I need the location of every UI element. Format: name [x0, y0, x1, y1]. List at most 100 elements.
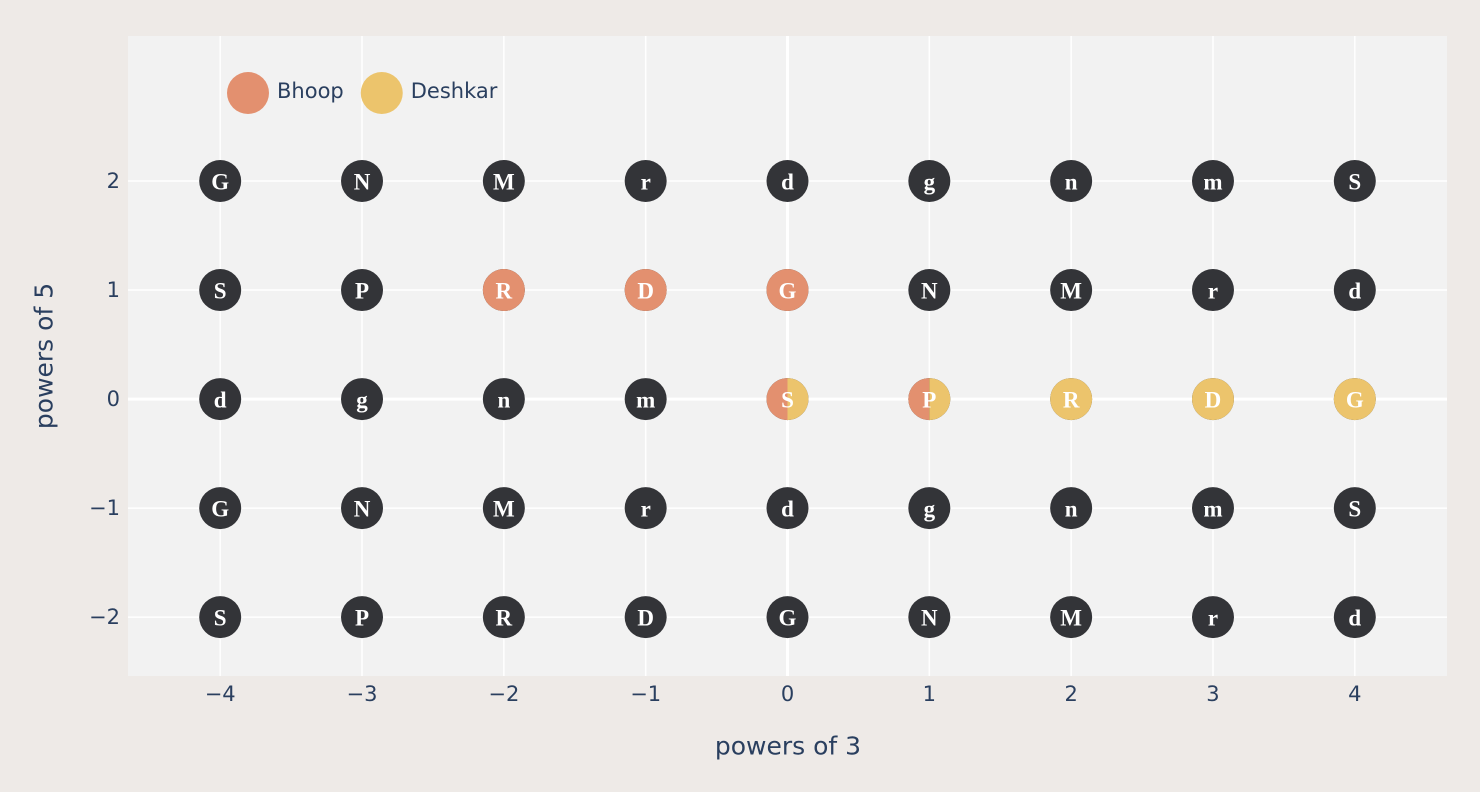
note-label: S: [214, 279, 227, 304]
note-dot: [624, 487, 667, 530]
raga-half-dot: [929, 378, 951, 421]
note-label: n: [1065, 170, 1078, 195]
raga-dot: [766, 269, 809, 312]
note-dot: [341, 596, 384, 639]
note-dot: [1050, 487, 1093, 530]
note-dot: [908, 596, 951, 639]
note-label: M: [493, 170, 515, 195]
note-label: R: [1063, 388, 1080, 413]
y-tick-label: 2: [107, 169, 120, 193]
note-label: R: [496, 279, 513, 304]
note-label: S: [214, 606, 227, 631]
note-dot: [908, 487, 951, 530]
note-dot: [624, 160, 667, 203]
note-dot: [482, 596, 525, 639]
legend-label: Deshkar: [411, 79, 498, 103]
note-dot: [482, 378, 525, 421]
x-axis-title: powers of 3: [715, 732, 861, 761]
note-dot: [199, 378, 242, 421]
note-dot: [199, 160, 242, 203]
note-label: M: [1060, 606, 1082, 631]
note-dot: [199, 596, 242, 639]
note-label: D: [1205, 388, 1222, 413]
x-tick-label: 1: [923, 682, 936, 706]
note-label: m: [1203, 497, 1222, 522]
legend-marker: [360, 72, 403, 114]
note-dot: [341, 160, 384, 203]
note-dot: [199, 269, 242, 312]
note-dot: [1333, 596, 1376, 639]
note-label: G: [1346, 388, 1364, 413]
y-tick-label: −1: [89, 496, 120, 520]
note-label: g: [924, 170, 936, 195]
note-dot: [908, 269, 951, 312]
x-tick-label: 2: [1064, 682, 1077, 706]
x-tick-label: 0: [781, 682, 794, 706]
note-dot: [1191, 596, 1234, 639]
note-label: r: [1208, 279, 1218, 304]
note-label: g: [356, 388, 368, 413]
note-dot: [1050, 596, 1093, 639]
note-dot: [766, 596, 809, 639]
note-dot: [1333, 160, 1376, 203]
note-label: D: [637, 279, 654, 304]
note-label: G: [211, 497, 229, 522]
note-label: G: [779, 279, 797, 304]
x-tick-label: −2: [488, 682, 519, 706]
note-dot: [624, 596, 667, 639]
raga-dot: [1191, 378, 1234, 421]
note-label: n: [497, 388, 510, 413]
note-dot: [1333, 269, 1376, 312]
y-tick-label: 0: [107, 387, 120, 411]
x-tick-label: 3: [1206, 682, 1219, 706]
note-dot: [1191, 269, 1234, 312]
note-dot: [766, 487, 809, 530]
note-label: m: [636, 388, 655, 413]
note-label: M: [493, 497, 515, 522]
note-label: r: [1208, 606, 1218, 631]
note-dot: [624, 378, 667, 421]
raga-half-dot: [787, 378, 809, 421]
note-label: N: [921, 279, 938, 304]
note-label: m: [1203, 170, 1222, 195]
note-dot: [908, 160, 951, 203]
note-dot: [341, 487, 384, 530]
note-label: M: [1060, 279, 1082, 304]
note-label: r: [641, 497, 651, 522]
note-label: P: [922, 388, 936, 413]
note-label: N: [354, 497, 371, 522]
x-tick-label: −3: [347, 682, 378, 706]
note-label: G: [211, 170, 229, 195]
raga-half-dot: [908, 378, 930, 421]
note-label: R: [496, 606, 513, 631]
note-label: d: [781, 497, 794, 522]
y-tick-label: −2: [89, 605, 120, 629]
x-tick-label: 4: [1348, 682, 1361, 706]
x-tick-label: −1: [630, 682, 661, 706]
note-label: P: [355, 606, 369, 631]
legend-marker: [227, 72, 269, 114]
note-label: N: [921, 606, 938, 631]
note-label: d: [214, 388, 227, 413]
note-dot: [199, 487, 242, 530]
note-dot: [766, 160, 809, 203]
note-dot: [482, 487, 525, 530]
legend-label: Bhoop: [277, 79, 344, 103]
raga-half-dot: [766, 378, 788, 421]
raga-dot: [1050, 378, 1093, 421]
x-tick-label: −4: [205, 682, 236, 706]
y-tick-label: 1: [107, 278, 120, 302]
note-label: d: [781, 170, 794, 195]
note-label: P: [355, 279, 369, 304]
note-label: g: [924, 497, 936, 522]
raga-dot: [624, 269, 667, 312]
note-dot: [1050, 269, 1093, 312]
note-label: D: [637, 606, 654, 631]
note-label: n: [1065, 497, 1078, 522]
raga-dot: [482, 269, 525, 312]
y-axis-title: powers of 5: [30, 283, 59, 429]
note-label: G: [779, 606, 797, 631]
note-label: r: [641, 170, 651, 195]
note-dot: [1050, 160, 1093, 203]
